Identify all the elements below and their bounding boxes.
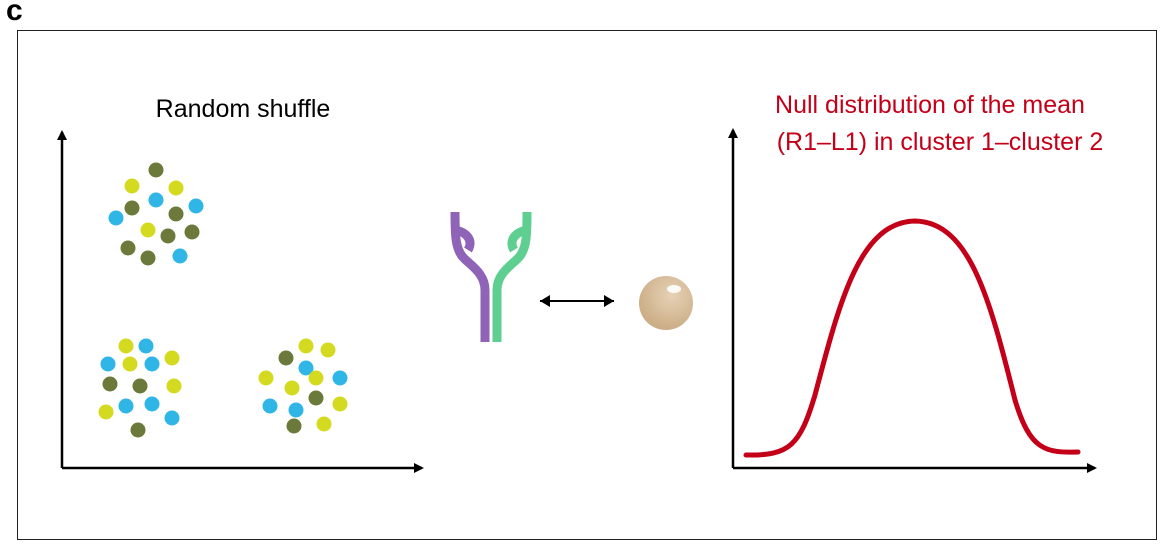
ligand-icon (639, 276, 693, 330)
cell-dot (308, 370, 324, 386)
cell-dot (164, 350, 180, 366)
receptor-icon (450, 211, 532, 342)
cell-dot (298, 338, 314, 354)
cell-dot (144, 356, 160, 372)
cell-dot (278, 350, 294, 366)
cell-dot (332, 396, 348, 412)
cell-dot (108, 210, 124, 226)
cell-dot (258, 370, 274, 386)
right-panel-title-line2: (R1–L1) in cluster 1–cluster 2 (777, 128, 1104, 156)
figure-frame (17, 30, 1157, 540)
right-axes (728, 128, 1097, 473)
cell-dot (308, 390, 324, 406)
cell-dot (288, 402, 304, 418)
right-panel-title-line1: Null distribution of the mean (775, 91, 1085, 119)
cell-dot (168, 206, 184, 222)
cell-dot (102, 376, 118, 392)
cell-dot (320, 342, 336, 358)
cell-dot (118, 338, 134, 354)
left-panel-title: Random shuffle (156, 95, 331, 123)
cell-dot (100, 356, 116, 372)
cell-dot (144, 396, 160, 412)
cell-dot (298, 360, 314, 376)
cell-dot (188, 198, 204, 214)
cell-dot (132, 378, 148, 394)
cell-dot (332, 370, 348, 386)
cell-dot (286, 418, 302, 434)
cell-dot (130, 422, 146, 438)
cell-dot (164, 410, 180, 426)
cell-dot (148, 192, 164, 208)
cell-dot (160, 228, 176, 244)
cell-dot (120, 240, 136, 256)
cell-dot (168, 180, 184, 196)
cell-dots (98, 162, 348, 438)
left-axes (57, 130, 424, 473)
cell-dot (124, 178, 140, 194)
cell-dot (140, 250, 156, 266)
double-arrow-icon (540, 295, 614, 307)
cell-dot (172, 248, 188, 264)
null-distribution-curve (743, 218, 1081, 458)
cell-dot (118, 398, 134, 414)
cell-dot (124, 200, 140, 216)
cell-dot (284, 380, 300, 396)
cell-dot (262, 398, 278, 414)
cell-dot (140, 222, 156, 238)
cell-dot (122, 356, 138, 372)
cell-dot (316, 416, 332, 432)
cell-dot (166, 378, 182, 394)
cell-dot (98, 404, 114, 420)
cell-dot (148, 162, 164, 178)
panel-label: c (6, 0, 23, 27)
cell-dot (138, 338, 154, 354)
cell-dot (184, 224, 200, 240)
